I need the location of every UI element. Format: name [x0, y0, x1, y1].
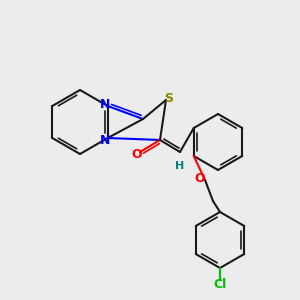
- Text: H: H: [176, 161, 184, 171]
- Text: O: O: [195, 172, 205, 185]
- Text: N: N: [100, 98, 110, 110]
- Text: Cl: Cl: [213, 278, 226, 290]
- Text: O: O: [132, 148, 142, 160]
- Text: S: S: [164, 92, 173, 104]
- Text: N: N: [100, 134, 110, 146]
